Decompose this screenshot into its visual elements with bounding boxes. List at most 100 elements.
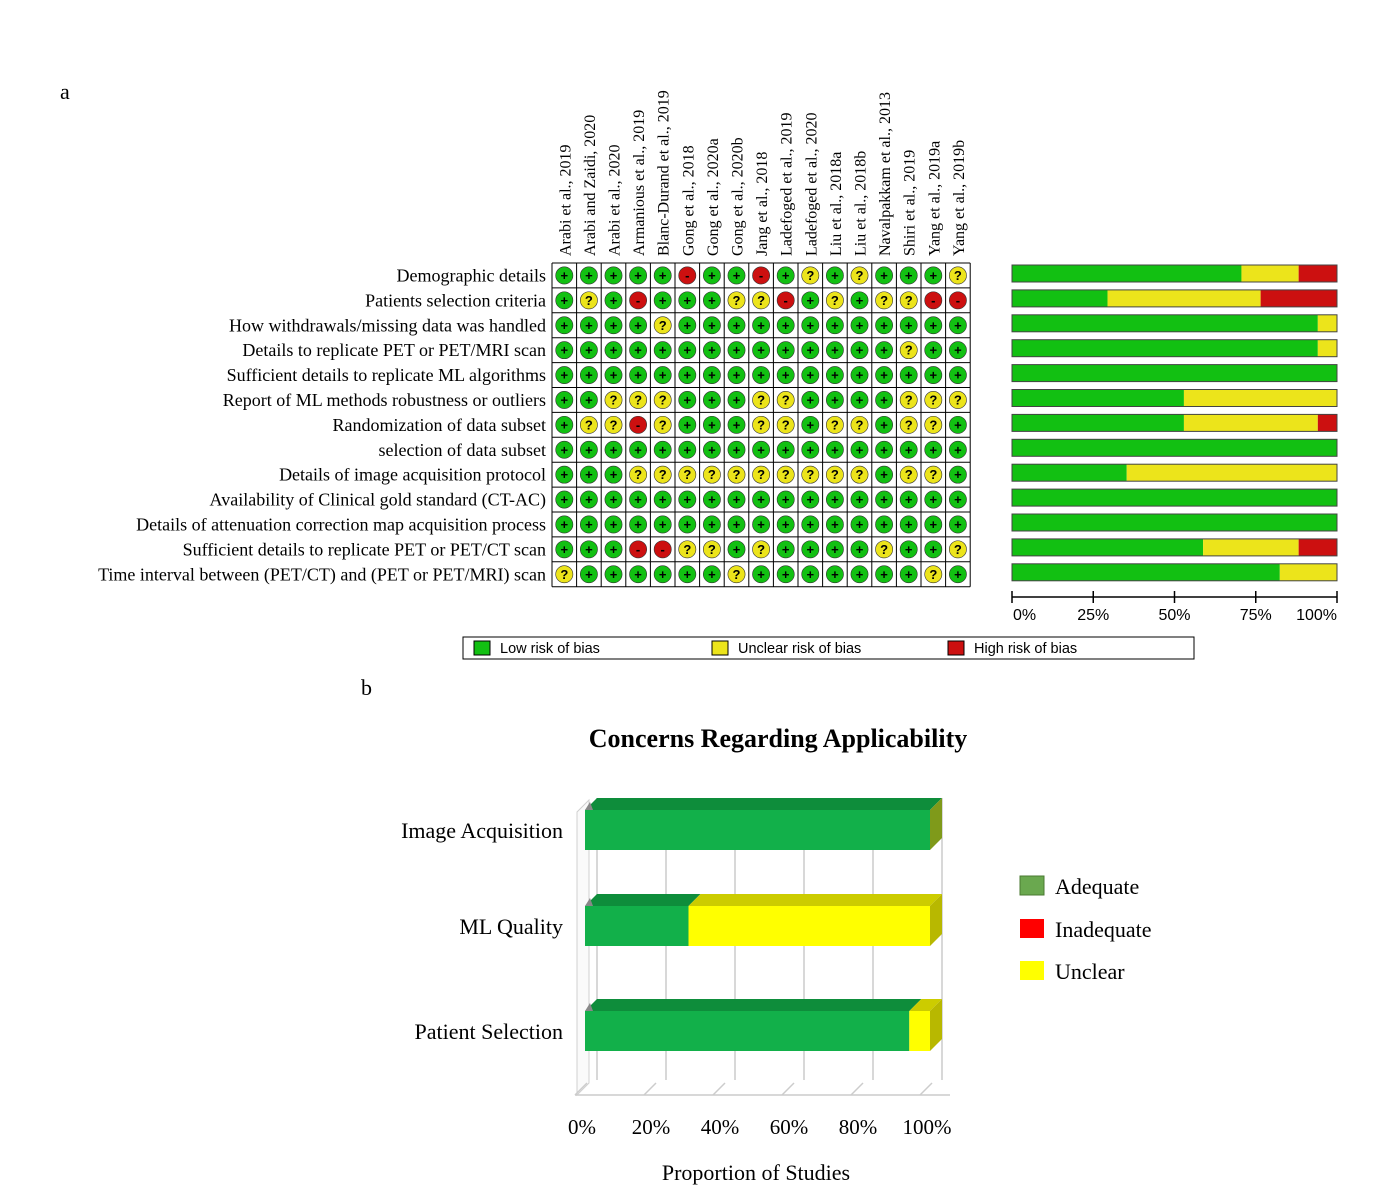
rating-dot [899,366,918,384]
bar-segment [1298,538,1337,556]
rating-symbol: + [856,492,864,507]
rating-dot [826,440,844,459]
rating-dot [580,341,598,360]
rating-dot [752,415,771,434]
rating-dot [727,291,746,310]
legend-swatch [711,640,729,656]
rating-dot [924,316,943,335]
rating-dot [776,291,795,310]
rating-symbol: + [610,492,618,507]
rating-symbol: + [905,567,913,582]
rating-symbol: + [561,343,569,358]
rating-symbol: + [610,268,618,283]
rating-dot [875,415,894,434]
rating-dot [924,490,943,509]
rating-symbol: + [659,368,667,383]
rating-symbol: + [856,517,864,532]
rating-dot [752,440,771,459]
rating-dot [850,515,869,534]
category-label: Image Acquisition [401,818,563,843]
rating-symbol: + [561,268,569,283]
rating-dot [703,366,721,384]
rating-symbol: + [561,318,569,333]
rating-dot [949,465,967,484]
rating-dot [752,366,771,384]
rating-dot [555,341,574,360]
rating-dot [949,316,967,335]
rating-dot [801,565,820,584]
rating-dot [776,415,795,434]
rating-dot [703,515,721,534]
rating-symbol: + [782,517,790,532]
rating-symbol: ? [659,467,667,482]
rating-dot [580,291,598,310]
x-tick-label: 100% [903,1115,952,1139]
rating-symbol: + [856,442,864,457]
rating-dot [629,515,648,534]
rating-symbol: + [831,343,839,358]
rating-dot [826,490,844,509]
rating-dot [727,391,746,409]
bar-outline [1011,513,1338,532]
rating-symbol: + [561,492,569,507]
rating-symbol: + [610,467,618,482]
bar-top-face [585,894,701,906]
rating-symbol: + [930,268,938,283]
rating-symbol: + [610,567,618,582]
rating-dot [604,266,623,285]
rating-symbol: + [782,567,790,582]
rating-symbol: + [807,368,815,383]
x-tick-label: 60% [770,1115,809,1139]
rating-dot [826,415,844,434]
bar-outline [1011,289,1338,308]
rating-symbol: + [561,392,569,407]
rating-dot [850,565,869,584]
rating-symbol: + [856,368,864,383]
bar-front-face [585,1011,910,1051]
rating-dot [752,266,771,285]
rating-dot [678,341,697,360]
rating-dot [875,316,894,335]
risk-of-bias-summary-grid: Arabi et al., 2019 Arabi and Zaidi, 2020 A… [98,90,971,588]
rating-dot [752,565,771,584]
rating-dot [776,341,795,360]
rating-dot [801,490,820,509]
rating-symbol: + [856,567,864,582]
rating-dot [703,391,721,409]
bar-outline [1011,488,1338,507]
rating-symbol: + [585,517,593,532]
rating-dot [850,415,869,434]
rating-dot [826,515,844,534]
rating-symbol: ? [905,467,913,482]
rating-dot [899,465,918,484]
rating-dot [604,540,623,559]
bar-top-face [688,894,942,906]
rating-dot [555,291,574,310]
rating-symbol: + [733,542,741,557]
rating-dot [555,565,574,584]
rating-symbol: + [954,467,962,482]
rating-dot [801,391,820,409]
rating-symbol: + [880,492,888,507]
rating-symbol: + [733,417,741,432]
rating-dot [555,440,574,459]
criterion-label: Demographic details [397,265,546,285]
rating-dot [604,316,623,335]
rating-symbol: + [684,293,692,308]
rating-symbol: + [561,467,569,482]
rating-symbol: ? [560,567,568,582]
floor-gridline [781,1082,795,1096]
rating-symbol: + [684,442,692,457]
rating-dot [875,540,894,559]
rating-symbol: + [733,492,741,507]
rating-dot [727,440,746,459]
rating-symbol: ? [757,392,765,407]
rating-symbol: + [807,492,815,507]
rating-symbol: + [757,492,765,507]
panel-label-b: b [361,675,372,700]
rating-symbol: - [661,542,665,557]
floor-gridline [643,1082,657,1096]
rating-dot [678,266,697,285]
rating-symbol: + [610,442,618,457]
rating-symbol: + [733,318,741,333]
